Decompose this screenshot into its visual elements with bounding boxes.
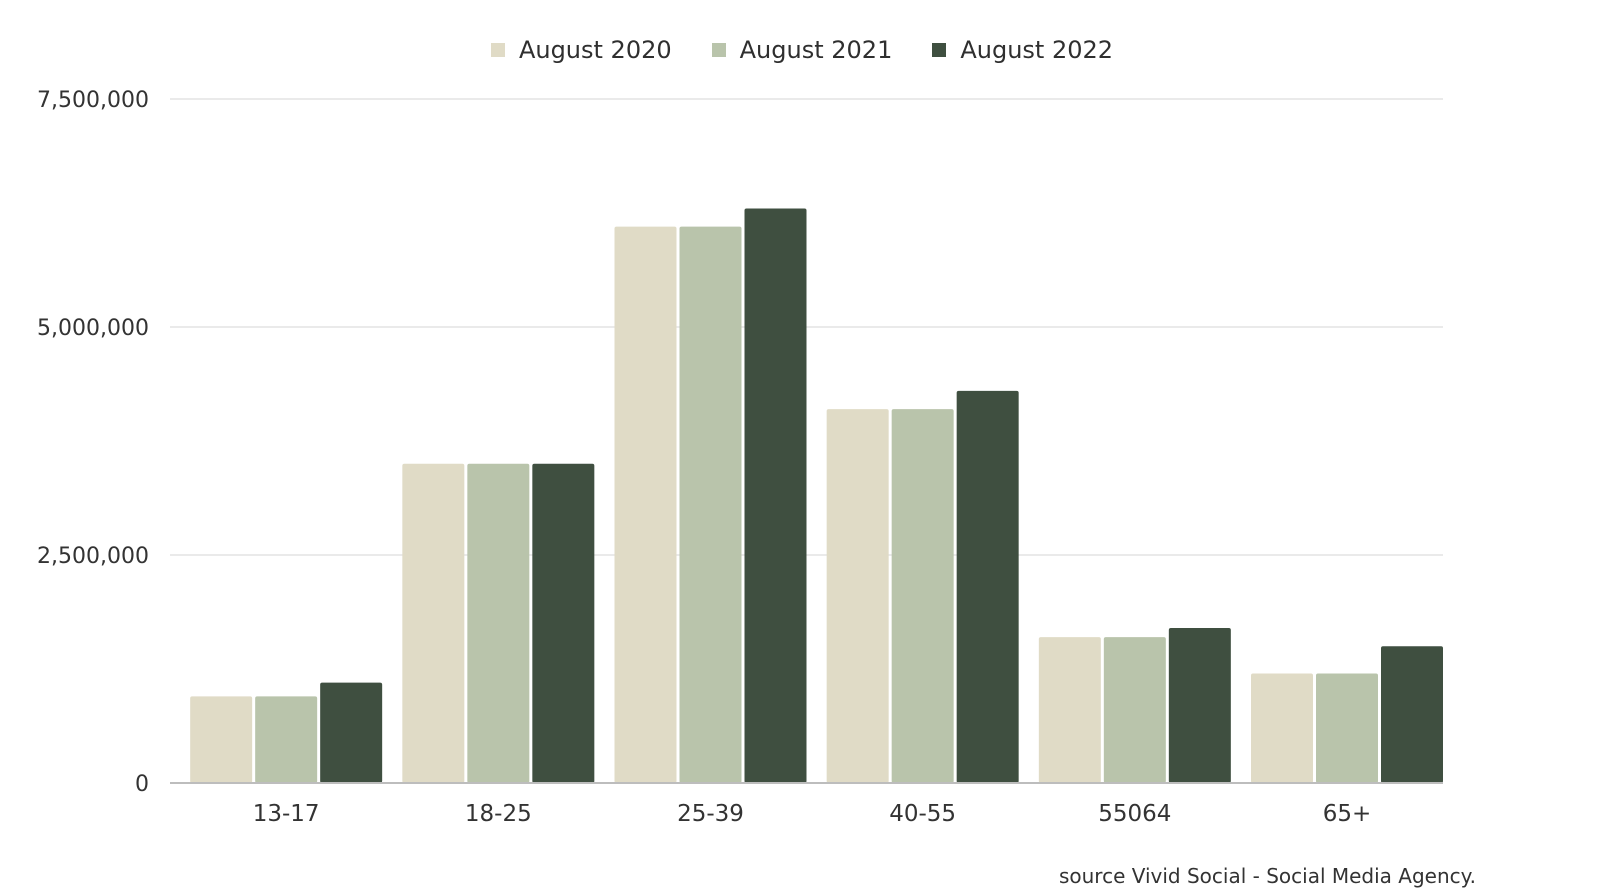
- x-tick-label-4: 55064: [1098, 801, 1171, 827]
- source-note: source Vivid Social - Social Media Agenc…: [1058, 864, 1476, 888]
- x-tick-label-3: 40-55: [889, 801, 956, 827]
- legend-item-2[interactable]: August 2022: [932, 36, 1113, 64]
- x-tick-label-0: 13-17: [253, 801, 320, 827]
- bar-13-17-series-0[interactable]: [190, 696, 253, 783]
- legend-swatch-0: [490, 43, 505, 57]
- bar-65+-series-1[interactable]: [1316, 673, 1378, 783]
- y-tick-label-2: 5,000,000: [37, 316, 149, 341]
- bar-18-25-series-2[interactable]: [532, 463, 595, 783]
- bar-65+-series-2[interactable]: [1381, 646, 1443, 783]
- bar-55064-series-1[interactable]: [1103, 637, 1166, 783]
- legend-label-0: August 2020: [518, 36, 672, 64]
- x-tick-label-5: 65+: [1323, 801, 1372, 827]
- bar-13-17-series-1[interactable]: [255, 696, 318, 783]
- y-tick-label-3: 7,500,000: [37, 88, 149, 113]
- bar-25-39-series-1[interactable]: [679, 226, 742, 783]
- legend: August 2020 August 2021 August 2022: [0, 36, 1604, 64]
- y-tick-label-0: 0: [135, 772, 149, 797]
- legend-swatch-1: [711, 43, 726, 57]
- legend-label-1: August 2021: [739, 36, 893, 64]
- bar-55064-series-0[interactable]: [1038, 637, 1101, 783]
- bar-40-55-series-1[interactable]: [891, 409, 954, 783]
- legend-item-1[interactable]: August 2021: [711, 36, 893, 64]
- bar-25-39-series-0[interactable]: [614, 226, 677, 783]
- legend-label-2: August 2022: [960, 36, 1114, 64]
- bar-40-55-series-2[interactable]: [956, 390, 1019, 783]
- bar-55064-series-2[interactable]: [1168, 627, 1231, 783]
- bar-18-25-series-0[interactable]: [402, 463, 465, 783]
- legend-swatch-2: [932, 43, 947, 57]
- bar-13-17-series-2[interactable]: [320, 682, 383, 783]
- bar-40-55-series-0[interactable]: [826, 409, 889, 783]
- bar-65+-series-0[interactable]: [1251, 673, 1313, 783]
- bar-25-39-series-2[interactable]: [744, 208, 807, 783]
- bar-18-25-series-1[interactable]: [467, 463, 530, 783]
- legend-item-0[interactable]: August 2020: [490, 36, 672, 64]
- y-tick-label-1: 2,500,000: [37, 544, 149, 569]
- x-tick-label-2: 25-39: [677, 801, 744, 827]
- x-tick-label-1: 18-25: [465, 801, 532, 827]
